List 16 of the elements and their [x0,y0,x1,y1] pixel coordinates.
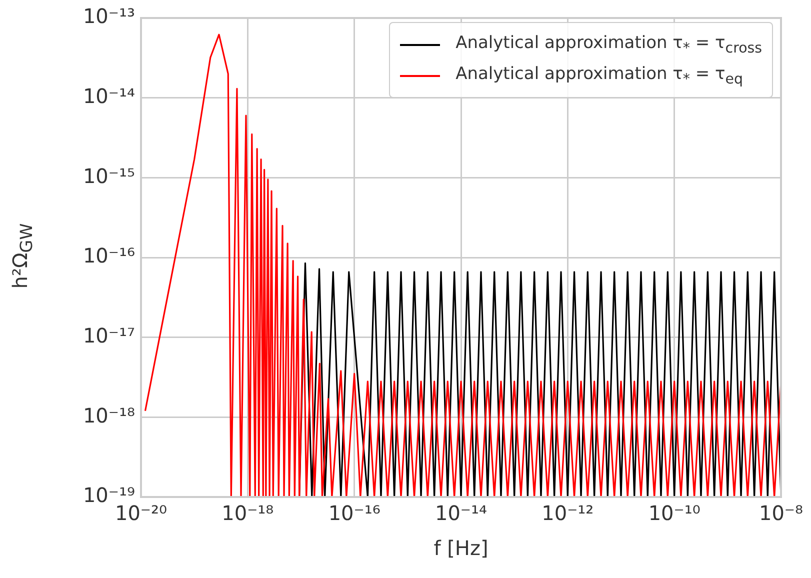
y-tick-label: 10⁻¹⁸ [82,403,135,428]
x-tick-label: 10⁻⁸ [758,501,804,526]
x-tick-label: 10⁻²⁰ [114,501,168,526]
y-tick-label: 10⁻¹⁴ [82,84,135,108]
y-tick-label: 10⁻¹⁶ [82,244,135,268]
y-tick-label: 10⁻¹⁵ [82,164,135,188]
x-tick-label: 10⁻¹⁶ [328,501,380,526]
x-tick-label: 10⁻¹⁴ [434,501,488,526]
x-axis-title: f [Hz] [432,536,490,560]
x-tick-label: 10⁻¹⁸ [222,501,274,526]
legend-label: Analytical approximation τ$_{*}$ = τ$_{eq}$ [456,64,743,88]
y-tick-label: 10⁻¹³ [82,4,135,28]
x-tick-label: 10⁻¹⁰ [648,501,700,526]
x-tick-label: 10⁻¹² [542,501,594,526]
legend-label: Analytical approximation τ$_{*}$ = τ$_{cross}$ [456,32,762,56]
y-tick-label: 10⁻¹⁷ [82,324,135,348]
